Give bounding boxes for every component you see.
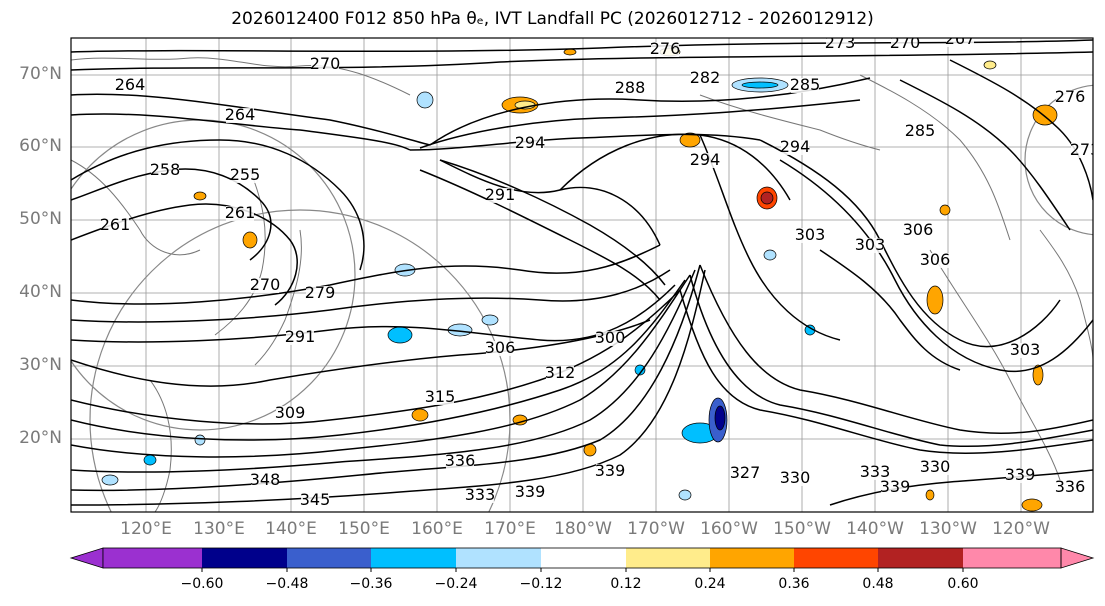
- contour-label: 264: [115, 75, 146, 94]
- contour-label: 276: [650, 39, 681, 58]
- colorbar-tick-label: −0.48: [265, 576, 309, 592]
- longitude-label: 160°E: [411, 519, 463, 539]
- contour-label: 336: [445, 451, 476, 470]
- colorbar-tick-label: −0.36: [349, 576, 393, 592]
- latitude-label: 30°N: [19, 355, 62, 375]
- longitude-label: 180°W: [554, 519, 612, 539]
- contour-label: 258: [150, 160, 181, 179]
- map-frame: [70, 37, 1094, 513]
- latitude-label: 60°N: [19, 136, 62, 156]
- map-title: 2026012400 F012 850 hPa θₑ, IVT Landfall…: [231, 9, 874, 29]
- colorbar-tick-label: 0.12: [610, 576, 642, 592]
- contour-label: 306: [903, 220, 934, 239]
- contour-label: 300: [595, 328, 626, 347]
- contour-label: 309: [275, 403, 306, 422]
- contour-label: 339: [880, 477, 911, 496]
- contour-label: 339: [515, 482, 546, 501]
- contour-label: 333: [860, 462, 891, 481]
- contour-label: 291: [485, 185, 516, 204]
- longitude-label: 130°W: [919, 519, 977, 539]
- longitude-label: 150°W: [773, 519, 831, 539]
- contour-label: 279: [305, 283, 336, 302]
- contour-label: 270: [890, 33, 921, 52]
- contour-label: 273: [1070, 140, 1101, 159]
- contour-label: 282: [690, 68, 721, 87]
- contour-label: 303: [855, 235, 886, 254]
- colorbar-tick-label: −0.12: [519, 576, 563, 592]
- contour-label: 267: [945, 29, 976, 48]
- contour-label: 273: [825, 33, 856, 52]
- contour-label: 336: [1055, 477, 1086, 496]
- contour-label: 255: [230, 165, 261, 184]
- contour-label: 339: [1005, 465, 1036, 484]
- longitude-label: 120°W: [992, 519, 1050, 539]
- contour-labels: 270 276 273 270 267 264 264 282 288 285 285 294 294 2…: [100, 29, 1101, 509]
- contour-label: 303: [795, 225, 826, 244]
- contour-label: 306: [485, 338, 516, 357]
- contour-label: 288: [615, 78, 646, 97]
- contour-label: 261: [100, 215, 131, 234]
- contour-label: 294: [690, 150, 721, 169]
- colorbar-tick-label: 0.36: [778, 576, 810, 592]
- latitude-label: 50°N: [19, 209, 62, 229]
- contour-label: 333: [465, 485, 496, 504]
- longitude-label: 140°E: [265, 519, 317, 539]
- longitude-label: 170°W: [627, 519, 685, 539]
- colorbar-tick-label: −0.60: [180, 576, 224, 592]
- longitude-label: 160°W: [700, 519, 758, 539]
- longitude-label: 150°E: [338, 519, 390, 539]
- longitude-label: 170°E: [484, 519, 536, 539]
- contour-label: 294: [515, 133, 546, 152]
- longitude-label: 130°E: [193, 519, 245, 539]
- contour-label: 345: [300, 490, 331, 509]
- contour-label: 294: [780, 137, 811, 156]
- contour-label: 330: [920, 457, 951, 476]
- contour-label: 285: [905, 121, 936, 140]
- latitude-label: 40°N: [19, 282, 62, 302]
- contour-label: 276: [1055, 87, 1086, 106]
- contour-label: 327: [730, 463, 761, 482]
- contour-label: 348: [250, 470, 281, 489]
- latitude-label: 20°N: [19, 428, 62, 448]
- lat-lon-gridlines: [71, 38, 1093, 512]
- contour-label: 264: [225, 105, 256, 124]
- contour-label: 339: [595, 461, 626, 480]
- latitude-label: 70°N: [19, 64, 62, 84]
- contour-label: 291: [285, 327, 316, 346]
- contour-label: 270: [250, 275, 281, 294]
- contour-label: 306: [920, 250, 951, 269]
- longitude-label: 140°W: [846, 519, 904, 539]
- colorbar-tick-label: 0.24: [694, 576, 726, 592]
- contour-label: 270: [310, 54, 341, 73]
- contour-label: 312: [545, 363, 576, 382]
- colorbar: [69, 547, 1095, 572]
- colorbar-tick-label: 0.60: [947, 576, 979, 592]
- longitude-label: 120°E: [120, 519, 172, 539]
- contour-label: 315: [425, 387, 456, 406]
- contour-label: 261: [225, 203, 256, 222]
- contour-label: 303: [1010, 340, 1041, 359]
- contour-label: 285: [790, 75, 821, 94]
- contour-label: 330: [780, 468, 811, 487]
- colorbar-tick-label: −0.24: [434, 576, 478, 592]
- colorbar-tick-label: 0.48: [862, 576, 894, 592]
